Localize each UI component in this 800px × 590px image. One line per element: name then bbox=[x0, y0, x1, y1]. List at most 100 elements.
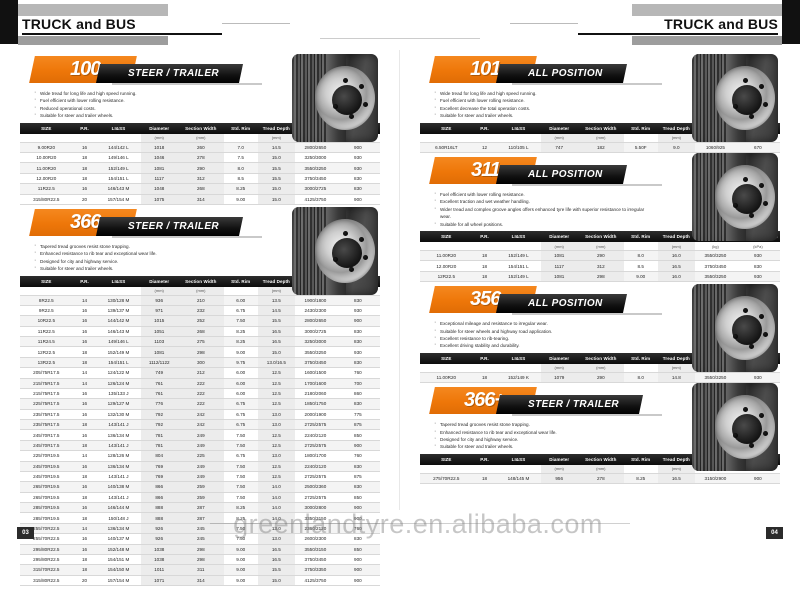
cell-size: 11.00R20 bbox=[420, 250, 473, 262]
cell-section-width: 245 bbox=[177, 533, 224, 545]
cell-inflation-pressure: 830 bbox=[335, 398, 380, 410]
product-type-label: ALL POSITION bbox=[528, 298, 603, 310]
cell-load-capacity: 3550/3250 bbox=[695, 250, 736, 262]
cell-li-ss: 154/151 L bbox=[96, 173, 141, 185]
column-unit-1 bbox=[472, 133, 497, 143]
lug-bolt bbox=[363, 102, 368, 107]
column-header-4: Section Width bbox=[177, 122, 224, 134]
cell-tread-depth: 16.5 bbox=[657, 473, 696, 485]
cell-section-width: 242 bbox=[177, 409, 224, 421]
cell-diameter: 888 bbox=[140, 512, 178, 524]
cell-section-width: 242 bbox=[177, 419, 224, 431]
cell-inflation-pressure: 930 bbox=[735, 271, 780, 283]
cell-inflation-pressure: 830 bbox=[335, 183, 380, 195]
cell-p-r-: 18 bbox=[72, 564, 97, 576]
cell-size: 12.00R20 bbox=[420, 260, 473, 272]
column-unit-1 bbox=[72, 133, 97, 143]
cell-li-ss: 154/151 L bbox=[96, 357, 141, 369]
cell-inflation-pressure: 830 bbox=[335, 295, 380, 306]
column-header-0: SIZE bbox=[420, 231, 473, 243]
column-unit-5 bbox=[223, 133, 258, 143]
product-type-label: STEER / TRAILER bbox=[128, 68, 220, 79]
cell-size: 11.00R20 bbox=[420, 371, 473, 384]
cell-li-ss: 152/149 L bbox=[496, 250, 541, 262]
cell-li-ss: 144/142 M bbox=[96, 315, 141, 327]
product-type-label: STEER / TRAILER bbox=[528, 399, 620, 411]
tire-carcass bbox=[292, 54, 378, 142]
cell-inflation-pressure: 830 bbox=[335, 336, 380, 348]
product-feature-item: Excellent decrease the total operation c… bbox=[434, 104, 780, 112]
cell-tread-depth: 13.0/16.5 bbox=[257, 357, 296, 369]
cell-diameter: 1112/1122 bbox=[140, 357, 178, 369]
header-right-rule bbox=[578, 33, 778, 35]
cell-size: 10.00R20 bbox=[20, 151, 73, 164]
cell-section-width: 212 bbox=[177, 367, 224, 379]
table-row: 11.00R20 18 152/149 L 1081 290 8.0 15.5 3550/32… bbox=[20, 162, 380, 174]
cell-p-r-: 18 bbox=[72, 346, 97, 358]
cell-section-width: 232 bbox=[177, 305, 224, 317]
cell-li-ss: 128/126 M bbox=[96, 450, 141, 462]
table-row: 245/70R17.5 18 143/141 J 781 249 7.50 12.5 2725… bbox=[20, 440, 380, 452]
cell-size: 315/80R22.5 bbox=[20, 193, 73, 205]
cell-std-rim: 5.50F bbox=[623, 142, 658, 154]
cell-std-rim: 7.50 bbox=[223, 492, 258, 504]
cell-p-r-: 14 bbox=[72, 450, 97, 462]
table-row: 245/70R19.5 16 136/134 M 769 249 7.50 12.5 2240… bbox=[20, 460, 380, 472]
column-header-0: SIZE bbox=[20, 122, 73, 134]
column-unit-6: (mm) bbox=[257, 133, 296, 143]
cell-section-width: 249 bbox=[177, 429, 224, 441]
cell-p-r-: 16 bbox=[72, 305, 97, 317]
cell-diameter: 1011 bbox=[140, 564, 178, 576]
cell-size: 295/80R22.5 bbox=[20, 554, 73, 566]
cell-li-ss: 146/144 M bbox=[96, 502, 141, 514]
cell-diameter: 804 bbox=[140, 450, 178, 462]
cell-load-capacity: 2000/1900 bbox=[295, 409, 336, 421]
cell-p-r-: 18 bbox=[72, 554, 97, 566]
product-title-row: 366+ STEER / TRAILER bbox=[420, 387, 780, 417]
cell-std-rim: 7.50 bbox=[223, 533, 258, 545]
cell-load-capacity: 2180/2060 bbox=[295, 388, 336, 400]
cell-li-ss: 152/149 L bbox=[496, 271, 541, 283]
cell-section-width: 287 bbox=[177, 502, 224, 514]
cell-std-rim: 8.0 bbox=[223, 162, 258, 174]
cell-tread-depth: 12.5 bbox=[257, 471, 296, 483]
column-header-2: LI&SS bbox=[496, 453, 541, 465]
header-right-gray-bar-top bbox=[632, 4, 782, 16]
cell-load-capacity: 3750/3450 bbox=[695, 260, 736, 272]
tire-photo bbox=[692, 153, 778, 241]
column-unit-1 bbox=[472, 363, 497, 373]
column-unit-3: (mm) bbox=[540, 464, 578, 474]
product-type-banner: STEER / TRAILER bbox=[495, 395, 644, 415]
lug-bolt bbox=[749, 443, 754, 449]
cell-inflation-pressure: 830 bbox=[335, 533, 380, 545]
cell-diameter: 792 bbox=[140, 419, 178, 431]
cell-load-capacity: 3750/3450 bbox=[295, 554, 336, 566]
cell-section-width: 260 bbox=[177, 142, 224, 154]
product-feature-item: Suitable for steer and trailer wheels. bbox=[34, 111, 380, 119]
header-left-gray-bar-top bbox=[18, 4, 168, 16]
cell-size: 6.50R16LT bbox=[420, 141, 473, 154]
table-row: 245/70R17.5 16 136/134 M 781 249 7.50 12.5 2240… bbox=[20, 429, 380, 441]
column-unit-6: (mm) bbox=[657, 242, 696, 252]
column-unit-5 bbox=[623, 363, 658, 373]
product-feature-list: Tapered tread grooves resist stone trapp… bbox=[34, 242, 380, 273]
lug-bolt bbox=[743, 78, 748, 83]
cell-li-ss: 157/154 M bbox=[96, 194, 141, 205]
product-block-311: 311 ALL POSITION Fuel efficient with lower… bbox=[420, 153, 780, 283]
tire-photo bbox=[292, 206, 378, 295]
cell-li-ss: 154/151 M bbox=[96, 554, 141, 566]
table-row: 285/70R19.5 18 150/148 J 888 287 8.25 14.0 3350… bbox=[20, 512, 380, 524]
cell-li-ss: 136/134 M bbox=[96, 429, 141, 441]
cell-tread-depth: 14.0 bbox=[257, 481, 296, 493]
cell-load-capacity: 3550/3250 bbox=[695, 372, 736, 384]
cell-tread-depth: 12.5 bbox=[257, 367, 296, 379]
column-header-3: Diameter bbox=[540, 122, 578, 134]
product-feature-item: Suitable for steer wheels and highway ro… bbox=[434, 327, 780, 335]
cell-section-width: 249 bbox=[177, 461, 224, 472]
cell-p-r-: 16 bbox=[72, 388, 97, 400]
header-left-rule bbox=[22, 33, 222, 35]
cell-inflation-pressure: 900 bbox=[335, 502, 380, 514]
cell-p-r-: 14 bbox=[72, 295, 97, 306]
cell-load-capacity: 2800/2650 bbox=[295, 315, 336, 327]
table-row: 13R22.5 18 154/151 L 1112/1122 300 9.75 13.0/1… bbox=[20, 356, 380, 369]
